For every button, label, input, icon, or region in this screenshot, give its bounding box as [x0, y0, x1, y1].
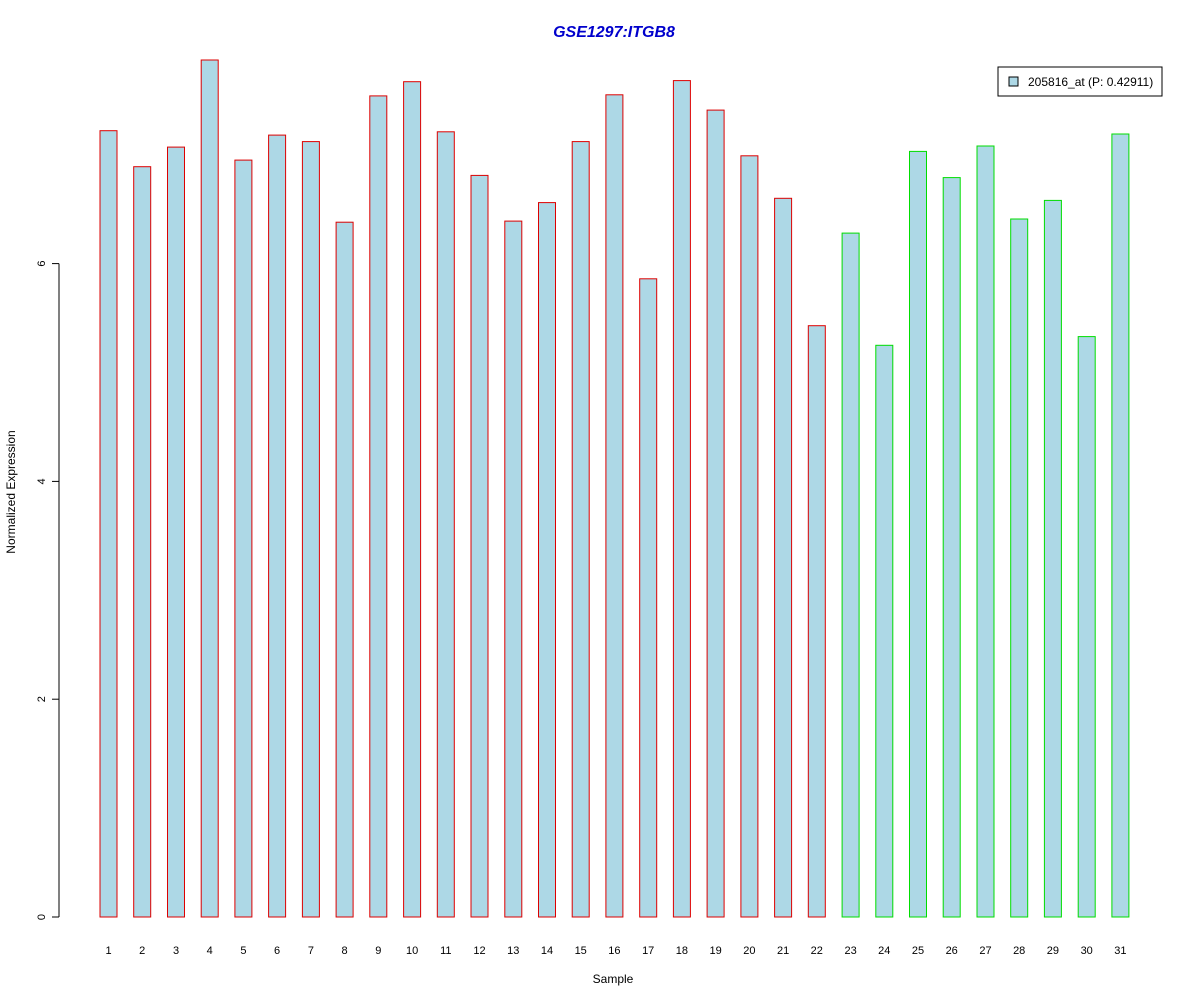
x-tick-label: 14 [541, 945, 553, 957]
x-tick-label: 16 [608, 945, 620, 957]
legend-entry-label: 205816_at (P: 0.42911) [1028, 75, 1153, 89]
bar [909, 150, 927, 918]
x-tick-label: 28 [1013, 945, 1025, 957]
bar [807, 325, 826, 918]
y-axis: 0 2 4 6 [36, 261, 60, 920]
bar [167, 146, 185, 918]
bar [1043, 199, 1062, 918]
x-axis-label: Sample [593, 972, 634, 986]
bar [740, 155, 759, 918]
x-tick-label: 26 [946, 945, 958, 957]
x-tick-label: 30 [1081, 945, 1093, 957]
x-tick-label: 1 [105, 945, 111, 957]
x-tick-label: 24 [878, 945, 890, 957]
bar [403, 81, 422, 918]
x-tick-label: 12 [473, 945, 485, 957]
x-tick-label: 18 [676, 945, 688, 957]
bar [605, 94, 624, 918]
y-tick-label: 6 [36, 261, 48, 267]
x-tick-label: 2 [139, 945, 145, 957]
y-tick-label: 0 [36, 914, 48, 920]
x-tick-label: 9 [375, 945, 381, 957]
bars [99, 59, 1130, 918]
legend-box [997, 66, 1163, 97]
bar [436, 131, 455, 918]
x-tick-label: 8 [342, 945, 348, 957]
x-tick-label: 25 [912, 945, 924, 957]
bar [639, 278, 658, 918]
bar [504, 220, 523, 918]
legend-swatch [1008, 76, 1019, 87]
x-tick-label: 17 [642, 945, 654, 957]
bar [1077, 336, 1096, 918]
bar [301, 141, 320, 918]
x-tick-label: 31 [1114, 945, 1126, 957]
x-tick-label: 13 [507, 945, 519, 957]
legend: 205816_at (P: 0.42911) [997, 66, 1163, 97]
bar [268, 134, 287, 918]
bar [841, 232, 860, 918]
bar [1010, 218, 1029, 918]
x-tick-label: 21 [777, 945, 789, 957]
bar [538, 202, 556, 918]
x-tick-label: 5 [240, 945, 246, 957]
x-tick-label: 3 [173, 945, 179, 957]
bar [470, 174, 489, 918]
y-axis-label: Normalized Expression [4, 430, 18, 553]
x-tick-label: 29 [1047, 945, 1059, 957]
x-tick-labels: 1 2 3 4 5 6 7 8 9 10 11 12 13 14 15 16 17 18 19 20 21 22 23 24 2… [105, 945, 1126, 957]
bar [200, 59, 219, 918]
bar [706, 109, 725, 918]
x-tick-label: 11 [440, 945, 451, 957]
x-tick-label: 4 [207, 945, 213, 957]
bar [335, 221, 354, 918]
x-tick-label: 23 [844, 945, 856, 957]
bar [976, 145, 995, 918]
chart-title: GSE1297:ITGB8 [553, 24, 675, 41]
bar [234, 159, 253, 918]
x-tick-label: 20 [743, 945, 755, 957]
x-tick-label: 19 [709, 945, 721, 957]
y-tick-label: 2 [36, 696, 48, 702]
x-tick-label: 27 [979, 945, 991, 957]
bar [1111, 133, 1130, 918]
bar [942, 177, 961, 918]
x-tick-label: 10 [406, 945, 418, 957]
bar [369, 95, 388, 918]
x-tick-label: 22 [811, 945, 823, 957]
bar [774, 197, 793, 918]
bar [133, 166, 152, 918]
bar [875, 344, 894, 918]
x-tick-label: 15 [575, 945, 587, 957]
y-tick-label: 4 [36, 478, 48, 484]
bar [99, 130, 118, 918]
x-tick-label: 6 [274, 945, 280, 957]
bar [672, 80, 691, 918]
bar [571, 141, 590, 918]
x-tick-label: 7 [308, 945, 314, 957]
